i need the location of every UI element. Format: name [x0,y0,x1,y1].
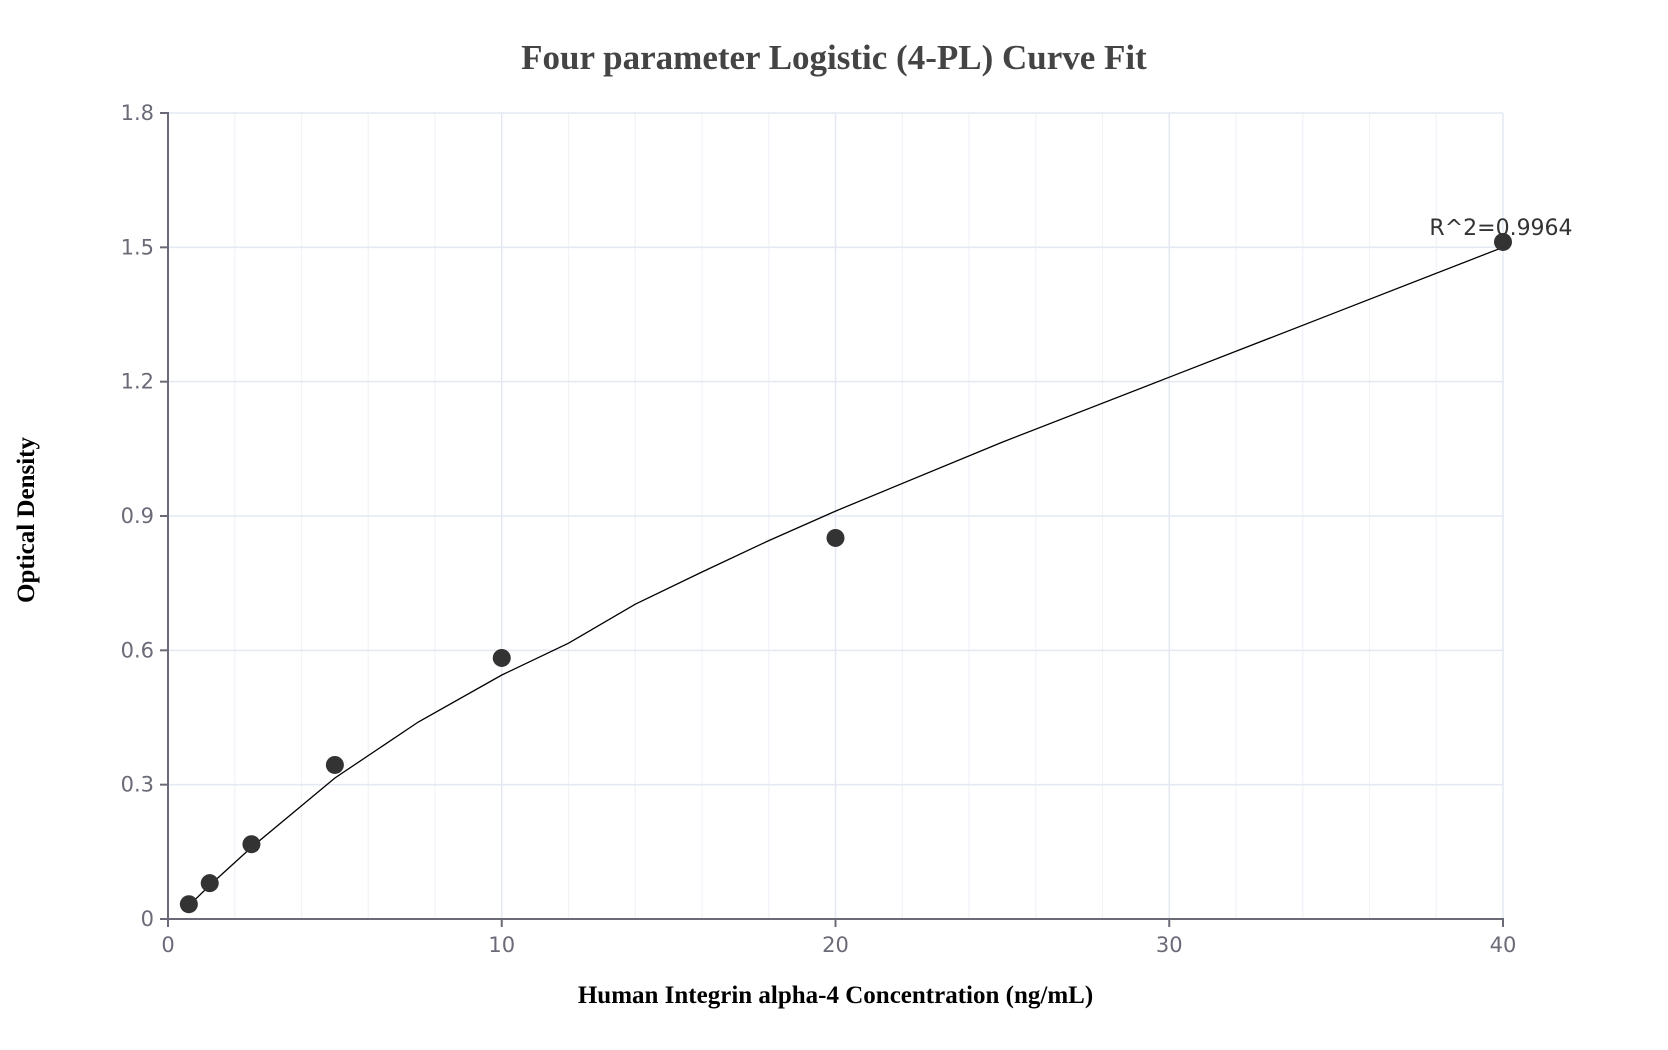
y-tick-label: 0 [141,907,154,931]
r-squared-annotation: R^2=0.9964 [1429,216,1572,241]
x-tick-label: 0 [161,933,174,957]
data-point [492,648,511,667]
x-axis-ticks: 0 10 20 30 40 [161,919,1516,957]
data-point [200,874,219,893]
fit-curve [188,246,1504,907]
chart-title: Four parameter Logistic (4-PL) Curve Fit [521,38,1147,77]
x-tick-label: 10 [488,933,515,957]
y-tick-label: 1.2 [121,370,154,394]
data-point [325,755,344,774]
data-point [826,528,845,547]
y-tick-label: 1.8 [121,101,154,125]
y-tick-label: 0.6 [121,638,154,662]
x-axis-label: Human Integrin alpha-4 Concentration (ng… [577,982,1094,1009]
y-axis-label: Optical Density [13,437,40,603]
y-tick-label: 0.3 [121,773,154,797]
x-tick-label: 30 [1156,933,1183,957]
data-point [179,895,198,914]
x-tick-label: 40 [1490,933,1517,957]
x-tick-label: 20 [822,933,849,957]
y-tick-label: 1.5 [121,235,154,259]
y-axis-ticks: 0 0.3 0.6 0.9 1.2 1.5 1.8 [121,101,168,931]
major-gridlines [168,112,1504,919]
data-point [242,835,261,854]
y-tick-label: 0.9 [121,504,154,528]
data-point [1494,232,1512,251]
data-points [179,232,1512,914]
